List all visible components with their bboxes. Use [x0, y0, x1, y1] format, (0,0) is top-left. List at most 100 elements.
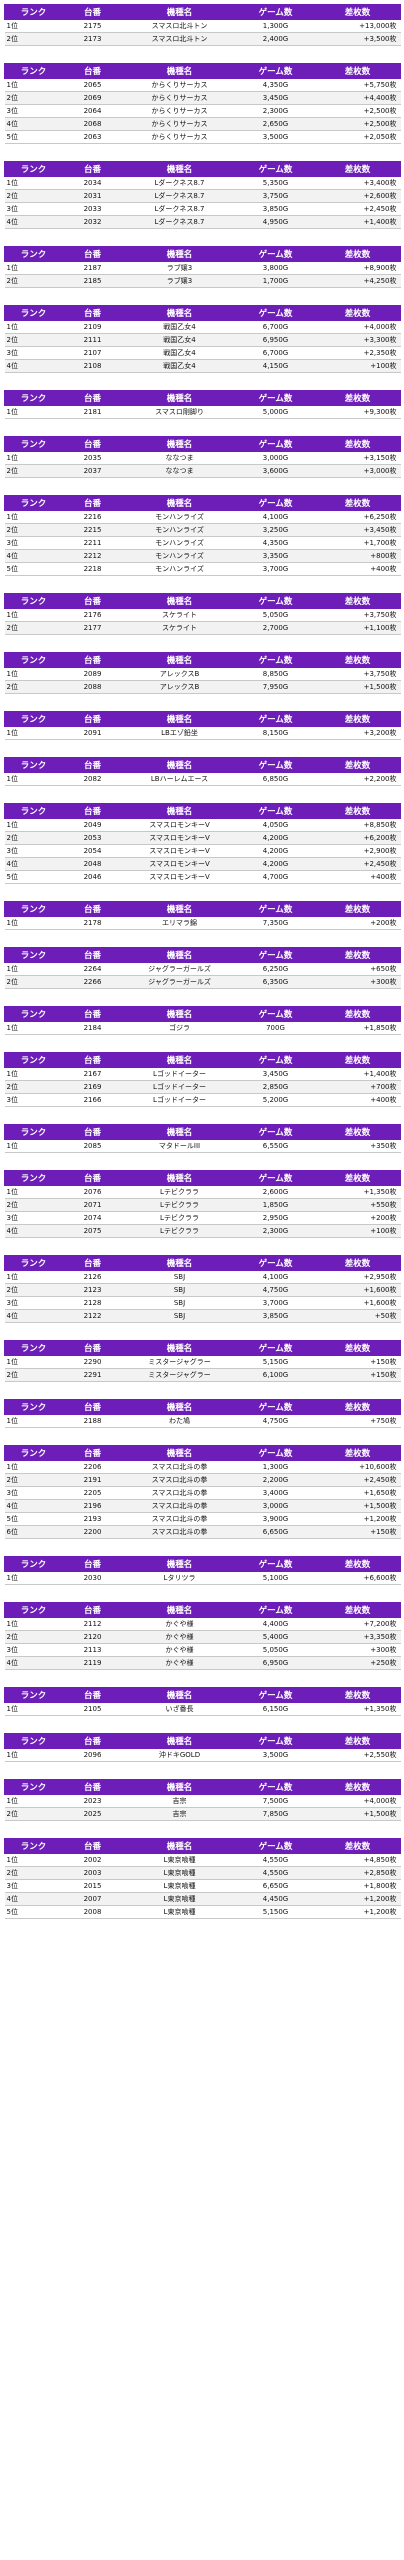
column-diff-cell: +350枚 [314, 1139, 401, 1153]
column-diff-cell: +3,150枚 [314, 451, 401, 465]
ranking-table: ランク 台番 機種名 ゲーム数 差枚数 1位 2085 マタドールIII 6,550G +350枚 [4, 1124, 401, 1153]
column-num-cell: 2075 [62, 1224, 123, 1238]
column-rank-cell: 1位 [4, 1794, 63, 1808]
column-num-cell: 2053 [62, 831, 123, 845]
column-diff-cell: +100枚 [314, 1224, 401, 1238]
column-num-header: 台番 [62, 1733, 123, 1749]
column-diff-cell: +3,750枚 [314, 667, 401, 681]
column-rank-cell: 3位 [4, 536, 63, 550]
table-row: 5位 2046 スマスロモンキーV 4,700G +400枚 [4, 870, 401, 884]
column-num-cell: 2076 [62, 1185, 123, 1199]
ranking-table: ランク 台番 機種名 ゲーム数 差枚数 1位 2264 ジャグラーガールズ 6,250G +650… [4, 947, 401, 989]
column-rank-header: ランク [4, 1340, 63, 1356]
column-games-header: ゲーム数 [236, 246, 315, 262]
column-diff-cell: +300枚 [314, 975, 401, 989]
column-games-cell: 2,850G [236, 1080, 315, 1094]
column-games-cell: 5,150G [236, 1905, 315, 1919]
column-name-header: 機種名 [122, 1602, 237, 1618]
column-games-cell: 4,550G [236, 1853, 315, 1867]
column-num-cell: 2063 [62, 130, 123, 144]
table-header-row: ランク 台番 機種名 ゲーム数 差枚数 [4, 1399, 401, 1415]
column-diff-cell: +2,600枚 [314, 189, 401, 203]
column-name-header: 機種名 [122, 1399, 237, 1415]
column-num-header: 台番 [62, 1340, 123, 1356]
column-name-header: 機種名 [122, 803, 237, 819]
column-num-cell: 2215 [62, 523, 123, 537]
column-games-cell: 4,200G [236, 831, 315, 845]
table-row: 2位 2025 吉宗 7,850G +1,500枚 [4, 1807, 401, 1821]
table-row: 4位 2048 スマスロモンキーV 4,200G +2,450枚 [4, 857, 401, 871]
column-diff-cell: +800枚 [314, 549, 401, 563]
column-diff-cell: +5,750枚 [314, 78, 401, 92]
column-games-cell: 2,600G [236, 1185, 315, 1199]
column-diff-cell: +9,300枚 [314, 405, 401, 419]
column-diff-cell: +1,700枚 [314, 536, 401, 550]
column-num-cell: 2123 [62, 1283, 123, 1297]
table-row: 3位 2054 スマスロモンキーV 4,200G +2,900枚 [4, 844, 401, 858]
column-num-cell: 2074 [62, 1211, 123, 1225]
column-name-cell: スマスロ剛脚り [122, 405, 237, 419]
column-diff-cell: +100枚 [314, 359, 401, 373]
column-diff-header: 差枚数 [314, 4, 401, 20]
column-diff-cell: +3,400枚 [314, 176, 401, 190]
column-num-cell: 2030 [62, 1571, 123, 1585]
column-diff-header: 差枚数 [314, 1399, 401, 1415]
column-diff-cell: +2,950枚 [314, 1270, 401, 1284]
column-games-cell: 4,100G [236, 1270, 315, 1284]
column-name-header: 機種名 [122, 495, 237, 511]
column-games-cell: 3,400G [236, 1486, 315, 1500]
table-row: 1位 2076 Lテビクララ 2,600G +1,350枚 [4, 1185, 401, 1199]
column-rank-cell: 1位 [4, 1748, 63, 1762]
table-row: 3位 2166 Lゴッドイーター 5,200G +400枚 [4, 1093, 401, 1107]
column-name-header: 機種名 [122, 711, 237, 727]
column-games-header: ゲーム数 [236, 757, 315, 773]
column-rank-cell: 1位 [4, 1414, 63, 1428]
column-rank-cell: 1位 [4, 1139, 63, 1153]
column-name-cell: スマスロモンキーV [122, 857, 237, 871]
table-header-row: ランク 台番 機種名 ゲーム数 差枚数 [4, 1052, 401, 1068]
table-header-row: ランク 台番 機種名 ゲーム数 差枚数 [4, 757, 401, 773]
column-num-header: 台番 [62, 1838, 123, 1854]
column-diff-cell: +1,500枚 [314, 680, 401, 694]
column-games-cell: 3,850G [236, 202, 315, 216]
column-diff-cell: +4,850枚 [314, 1853, 401, 1867]
table-header-row: ランク 台番 機種名 ゲーム数 差枚数 [4, 593, 401, 609]
column-name-cell: Lゴッドイーター [122, 1093, 237, 1107]
column-rank-cell: 1位 [4, 818, 63, 832]
column-name-cell: 沖ドキGOLD [122, 1748, 237, 1762]
column-rank-cell: 3位 [4, 104, 63, 118]
column-diff-header: 差枚数 [314, 1340, 401, 1356]
column-rank-header: ランク [4, 1733, 63, 1749]
column-games-header: ゲーム数 [236, 1052, 315, 1068]
column-diff-header: 差枚数 [314, 1838, 401, 1854]
column-rank-header: ランク [4, 947, 63, 963]
column-diff-header: 差枚数 [314, 1170, 401, 1186]
column-rank-cell: 1位 [4, 726, 63, 740]
column-name-cell: スケライト [122, 621, 237, 635]
column-rank-header: ランク [4, 246, 63, 262]
column-diff-header: 差枚数 [314, 1052, 401, 1068]
column-games-cell: 4,050G [236, 818, 315, 832]
column-rank-cell: 1位 [4, 176, 63, 190]
column-games-cell: 4,350G [236, 78, 315, 92]
table-row: 1位 2290 ミスタージャグラー 5,150G +150枚 [4, 1355, 401, 1369]
column-diff-cell: +400枚 [314, 870, 401, 884]
column-diff-cell: +3,000枚 [314, 464, 401, 478]
column-diff-cell: +1,600枚 [314, 1296, 401, 1310]
column-diff-cell: +2,850枚 [314, 1866, 401, 1880]
column-diff-cell: +2,500枚 [314, 104, 401, 118]
column-name-header: 機種名 [122, 436, 237, 452]
column-num-header: 台番 [62, 1556, 123, 1572]
column-diff-cell: +400枚 [314, 562, 401, 576]
column-rank-cell: 3位 [4, 1879, 63, 1893]
column-games-cell: 3,600G [236, 464, 315, 478]
column-diff-cell: +3,200枚 [314, 726, 401, 740]
column-name-header: 機種名 [122, 1052, 237, 1068]
column-diff-cell: +650枚 [314, 962, 401, 976]
table-row: 1位 2091 LBエゾ鉛坐 8,150G +3,200枚 [4, 726, 401, 740]
column-num-cell: 2003 [62, 1866, 123, 1880]
column-diff-cell: +1,350枚 [314, 1185, 401, 1199]
column-games-header: ゲーム数 [236, 1340, 315, 1356]
column-rank-cell: 1位 [4, 608, 63, 622]
column-diff-cell: +1,400枚 [314, 1067, 401, 1081]
